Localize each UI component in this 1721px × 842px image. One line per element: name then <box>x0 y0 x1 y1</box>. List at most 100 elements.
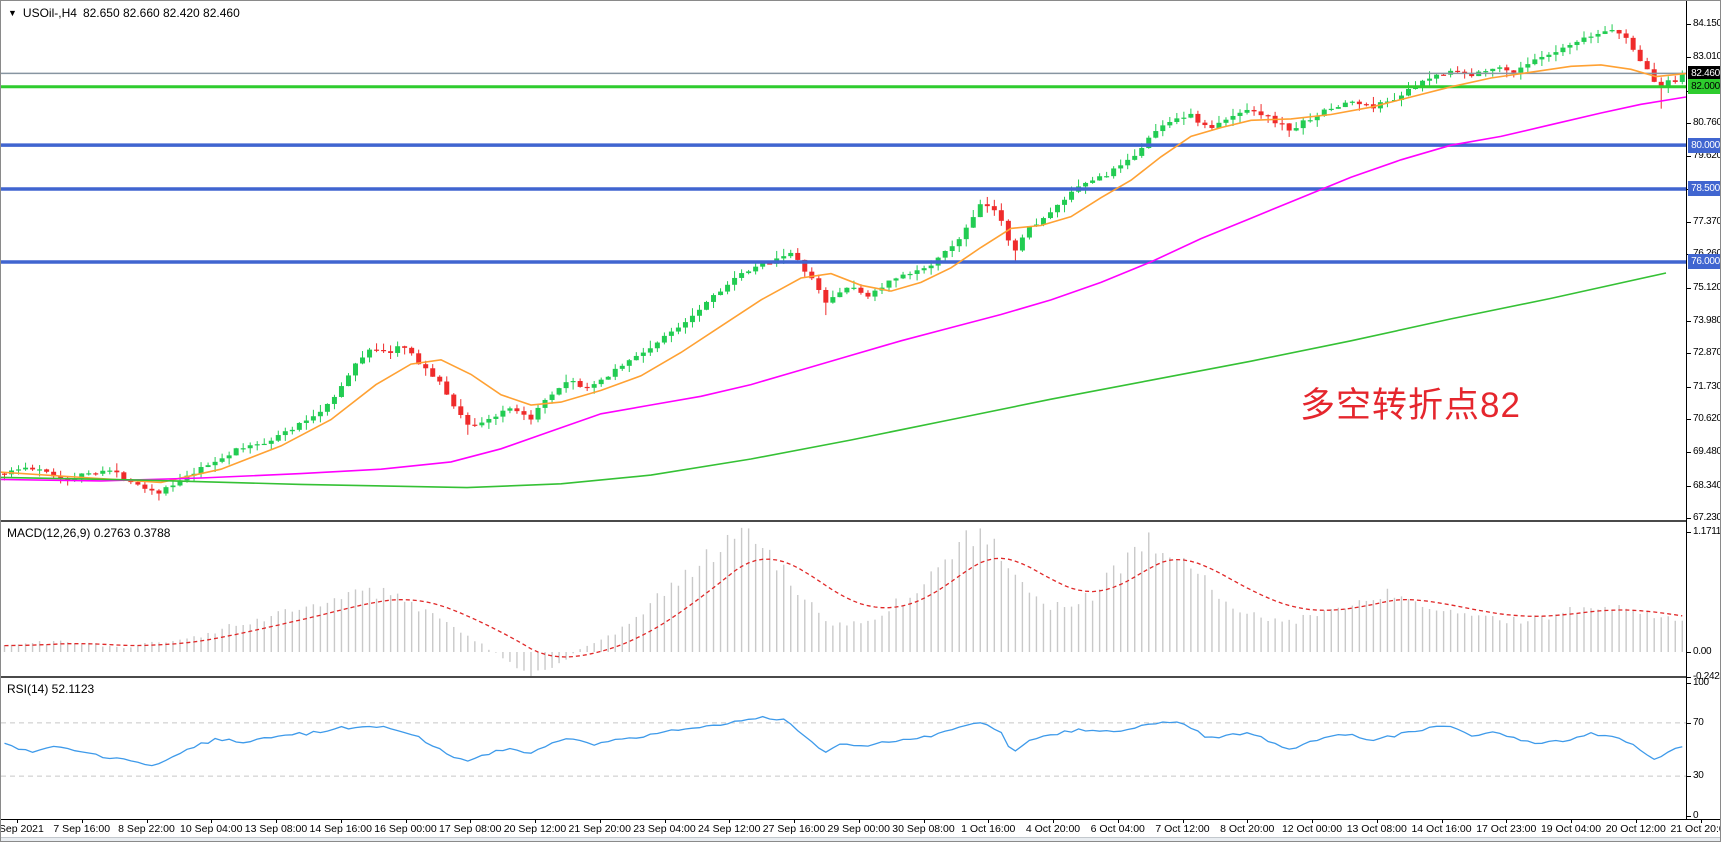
candle <box>816 274 822 294</box>
macd-label: MACD(12,26,9) 0.2763 0.3788 <box>7 526 171 540</box>
blue-level-76-badge: 76.000 <box>1688 254 1720 269</box>
rsi-chart-canvas[interactable] <box>1 678 1686 819</box>
candle <box>1293 122 1299 132</box>
main-price-panel: ▼ USOil-,H4 82.650 82.660 82.420 82.460 … <box>1 1 1720 520</box>
time-tick-label: 23 Sep 04:00 <box>633 823 696 835</box>
candle <box>605 375 611 380</box>
candle <box>1665 76 1671 94</box>
candle <box>1209 120 1215 132</box>
candle <box>381 343 387 353</box>
candle <box>1251 106 1257 116</box>
candle <box>619 363 625 371</box>
axis-tick-label: 77.370 <box>1693 216 1721 227</box>
axis-tick-mark <box>1687 677 1691 678</box>
candle <box>458 399 464 419</box>
price-axis[interactable]: 84.15083.01081.87080.76079.62078.50077.3… <box>1686 1 1721 837</box>
chart-title: ▼ USOil-,H4 82.650 82.660 82.420 82.460 <box>8 6 240 20</box>
candle <box>402 345 408 355</box>
candle <box>409 346 415 356</box>
time-tick-label: 10 Sep 04:00 <box>180 823 243 835</box>
axis-tick-mark <box>1687 816 1691 817</box>
candle <box>563 374 569 393</box>
bottom-scroll-strip[interactable] <box>1 837 1720 841</box>
candle <box>837 287 843 298</box>
macd-chart-canvas[interactable] <box>1 522 1686 676</box>
time-tick-mark <box>729 820 731 823</box>
candle <box>1630 35 1636 52</box>
candle <box>844 287 850 295</box>
time-tick-label: 27 Sep 16:00 <box>762 823 826 835</box>
candle <box>198 462 204 479</box>
candle <box>437 375 443 385</box>
candle <box>640 347 646 363</box>
candle <box>556 387 562 396</box>
time-tick-mark <box>1117 820 1119 823</box>
candle <box>654 341 660 353</box>
time-tick-label: 20 Sep 12:00 <box>503 823 567 835</box>
candle <box>970 209 976 228</box>
candle <box>1581 31 1587 45</box>
time-tick-label: 17 Sep 08:00 <box>439 823 502 835</box>
candle <box>963 224 969 247</box>
time-tick-mark <box>276 820 277 823</box>
candle <box>1363 102 1369 107</box>
axis-tick-label: 0.00 <box>1693 646 1712 657</box>
candle <box>268 437 274 450</box>
candle <box>212 457 218 473</box>
candle <box>1637 45 1643 62</box>
candle <box>303 415 309 430</box>
candle <box>310 409 316 424</box>
time-tick-label: 16 Sep 00:00 <box>374 823 437 835</box>
axis-tick-mark <box>1687 222 1691 223</box>
candle <box>1188 108 1194 119</box>
candle <box>423 360 429 376</box>
candle <box>1104 171 1110 178</box>
time-tick-mark <box>81 820 83 823</box>
candle <box>535 404 541 423</box>
candle <box>753 263 759 275</box>
candle <box>732 271 738 291</box>
axis-tick-label: 72.870 <box>1693 347 1721 358</box>
candle <box>984 196 990 213</box>
level-lines-layer[interactable] <box>1 72 1686 264</box>
candle <box>93 472 99 476</box>
candle <box>584 382 590 392</box>
candle <box>1167 116 1173 129</box>
candle <box>921 265 927 274</box>
candle <box>1672 75 1678 84</box>
time-tick-mark <box>1312 820 1313 823</box>
candle <box>374 343 380 353</box>
rsi-line <box>4 715 1683 767</box>
time-tick-mark <box>923 820 925 823</box>
candle <box>1595 29 1601 44</box>
panel-divider-main-macd[interactable] <box>1 520 1720 522</box>
macd-histogram <box>3 527 1683 676</box>
candle <box>746 269 752 275</box>
candle <box>1244 103 1250 115</box>
candle <box>1567 42 1573 55</box>
symbol-dropdown-icon[interactable]: ▼ <box>8 8 17 18</box>
candle <box>100 466 106 476</box>
candle <box>1181 111 1187 125</box>
candle <box>1616 29 1622 39</box>
candle <box>1153 123 1159 139</box>
candle <box>472 418 478 428</box>
candle <box>991 199 997 216</box>
chart-annotation-text[interactable]: 多空转折点82 <box>1300 386 1521 425</box>
candle <box>704 300 709 311</box>
candle <box>1560 43 1566 56</box>
main-chart-canvas[interactable] <box>1 1 1686 520</box>
candle <box>205 462 211 468</box>
candle <box>893 277 899 288</box>
time-tick-mark <box>470 820 472 823</box>
time-axis[interactable]: 6 Sep 2021 7 Sep 16:00 8 Sep 22:00 10 Sep 0… <box>1 819 1720 837</box>
time-tick-label: 13 Sep 08:00 <box>244 823 308 835</box>
candle <box>177 473 183 487</box>
candle <box>1047 207 1053 220</box>
axis-tick-label: 83.010 <box>1693 51 1721 62</box>
panel-divider-macd-rsi[interactable] <box>1 676 1720 678</box>
candle <box>479 417 485 428</box>
macd-panel: MACD(12,26,9) 0.2763 0.3788 <box>1 522 1720 676</box>
candle <box>289 426 295 435</box>
candle <box>907 271 913 280</box>
